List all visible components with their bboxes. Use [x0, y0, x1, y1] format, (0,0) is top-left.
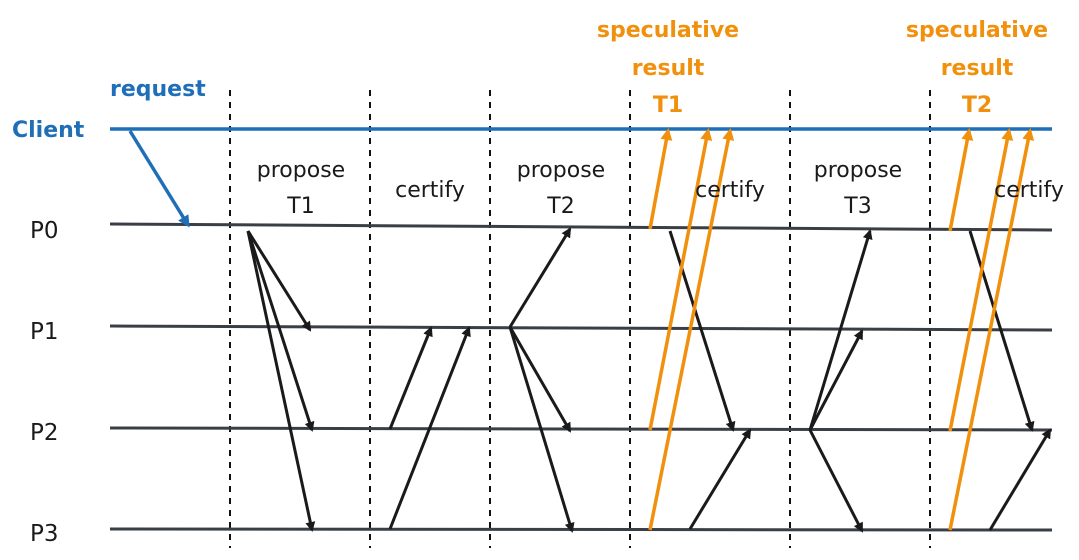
propose-t2-to-p3-arrow — [508, 326, 575, 533]
process-timelines — [109, 222, 1053, 532]
certify-3-p3-to-p2-arrow — [988, 428, 1052, 531]
speculative-t2-p2-arrow — [948, 128, 1014, 432]
speculative-t1-label-line1: speculative — [597, 18, 739, 43]
speculative-t2-messages — [948, 128, 1035, 531]
speculative-t1-p0-arrow — [648, 128, 673, 230]
lane-label-p0: P0 — [30, 218, 59, 244]
speculative-t2-p3-arrow — [948, 128, 1035, 531]
lane-label-p1: P1 — [30, 319, 59, 345]
propose-t2-to-p2-arrow — [508, 326, 572, 433]
p0-timeline — [109, 222, 1053, 232]
speculative-t1-p3-arrow — [648, 128, 735, 531]
certify-1-messages — [388, 326, 471, 530]
request-label: request — [110, 77, 206, 102]
speculative-t1-label-line2: result — [632, 56, 705, 81]
p1-timeline — [109, 324, 1053, 332]
propose-t3-label-line1: propose — [814, 158, 902, 183]
propose-t2-label-line2: T2 — [546, 194, 574, 219]
propose-t3-to-p3-arrow — [808, 429, 864, 533]
propose-t2-to-p0-arrow — [508, 227, 572, 328]
certify-1-p2-to-p1-arrow — [388, 326, 433, 430]
propose-t1-to-p1-arrow — [246, 230, 312, 332]
certify-2-p0-to-p2-arrow — [668, 230, 736, 432]
speculative-t2-label-line3: T2 — [962, 93, 992, 118]
certify-2-p3-to-p2-arrow — [688, 428, 752, 530]
propose-t1-messages — [246, 230, 316, 532]
propose-t3-messages — [808, 229, 873, 533]
propose-t1-to-p2-arrow — [246, 230, 315, 432]
propose-t1-label-line1: propose — [257, 158, 345, 183]
propose-t2-messages — [508, 227, 575, 533]
certify-3-p0-to-p2-arrow — [968, 230, 1035, 432]
lane-label-client: Client — [12, 118, 85, 143]
speculative-t2-label-line1: speculative — [906, 18, 1048, 43]
speculative-t1-messages — [648, 128, 735, 531]
propose-t2-label-line1: propose — [517, 158, 605, 183]
lane-label-p3: P3 — [30, 521, 59, 547]
p2-timeline — [109, 426, 1053, 432]
speculative-t2-label-line2: result — [941, 56, 1014, 81]
lane-label-p2: P2 — [30, 420, 59, 446]
certify-1-label: certify — [395, 178, 465, 203]
propose-t1-to-p3-arrow — [246, 230, 316, 532]
certify-2-label: certify — [695, 178, 765, 203]
certify-3-messages — [968, 230, 1052, 531]
speculative-t1-p2-arrow — [648, 128, 713, 431]
speculative-t2-p0-arrow — [948, 128, 974, 232]
propose-t1-label-line2: T1 — [286, 194, 314, 219]
speculative-t1-label-line3: T1 — [653, 93, 683, 118]
propose-t3-to-p0-arrow — [808, 229, 873, 431]
propose-t3-label-line2: T3 — [843, 194, 871, 219]
propose-t3-to-p1-arrow — [808, 329, 864, 431]
p3-timeline — [109, 527, 1053, 532]
phase-dividers — [229, 90, 931, 548]
certify-3-label: certify — [994, 178, 1064, 203]
certify-2-messages — [668, 230, 752, 530]
certify-1-p3-to-p1-arrow — [388, 326, 471, 530]
request-arrow — [128, 130, 190, 228]
